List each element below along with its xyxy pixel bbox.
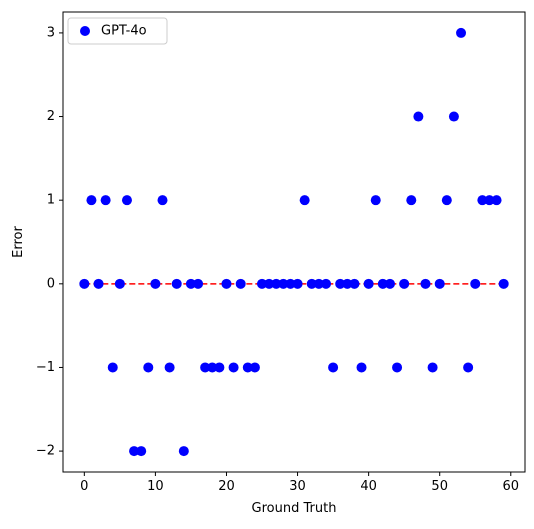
x-tick-label: 10: [147, 479, 164, 494]
data-point: [100, 195, 111, 206]
data-point: [185, 278, 196, 289]
data-point: [313, 278, 324, 289]
data-point: [143, 362, 154, 373]
data-point: [257, 278, 268, 289]
data-point: [86, 195, 97, 206]
data-point: [491, 195, 502, 206]
x-tick-label: 20: [218, 479, 235, 494]
data-point: [420, 278, 431, 289]
y-tick-label: 2: [47, 109, 55, 124]
data-point: [320, 278, 331, 289]
data-point: [249, 362, 260, 373]
data-point: [335, 278, 346, 289]
data-point: [484, 195, 495, 206]
data-point: [498, 278, 509, 289]
data-point: [200, 362, 211, 373]
data-point: [363, 278, 374, 289]
data-point: [292, 278, 303, 289]
data-point: [477, 195, 488, 206]
data-point: [114, 278, 125, 289]
data-point: [150, 278, 161, 289]
data-point: [164, 362, 175, 373]
data-point: [399, 278, 410, 289]
legend-label: GPT-4o: [101, 24, 147, 39]
x-axis-label: Ground Truth: [252, 501, 337, 516]
data-point: [228, 362, 239, 373]
data-point: [121, 195, 132, 206]
data-point: [406, 195, 417, 206]
data-point: [392, 362, 403, 373]
data-point: [79, 278, 90, 289]
data-point: [271, 278, 282, 289]
data-point: [214, 362, 225, 373]
data-point: [93, 278, 104, 289]
data-points-layer: [79, 27, 509, 457]
data-point: [235, 278, 246, 289]
y-axis-ticks: −2 −1 0 1 2 3: [36, 25, 63, 459]
x-tick-label: 40: [360, 479, 377, 494]
data-point: [434, 278, 445, 289]
y-tick-label: 1: [47, 193, 55, 208]
x-tick-label: 30: [289, 479, 306, 494]
data-point: [107, 362, 118, 373]
legend-marker: [80, 26, 90, 36]
legend: GPT-4o: [67, 17, 168, 45]
data-point: [207, 362, 218, 373]
data-point: [278, 278, 289, 289]
x-tick-label: 50: [431, 479, 448, 494]
legend-box: [67, 17, 168, 45]
x-tick-label: 60: [503, 479, 520, 494]
x-axis-ticks: 0 10 20 30 40 50 60: [80, 472, 519, 494]
data-point: [242, 362, 253, 373]
data-point: [370, 195, 381, 206]
data-point: [328, 362, 339, 373]
y-tick-label: −1: [36, 360, 55, 375]
data-point: [264, 278, 275, 289]
data-point: [221, 278, 232, 289]
data-point: [178, 446, 189, 457]
y-tick-label: 0: [47, 276, 55, 291]
data-point: [377, 278, 388, 289]
data-point: [342, 278, 353, 289]
data-point: [356, 362, 367, 373]
y-tick-label: −2: [36, 444, 55, 459]
data-point: [470, 278, 481, 289]
x-tick-label: 0: [80, 479, 88, 494]
data-point: [463, 362, 474, 373]
data-point: [193, 278, 204, 289]
data-point: [448, 111, 459, 122]
plot-frame: [62, 11, 526, 473]
data-point: [299, 195, 310, 206]
data-point: [441, 195, 452, 206]
data-point: [413, 111, 424, 122]
data-point: [157, 195, 168, 206]
data-point: [136, 446, 147, 457]
data-point: [384, 278, 395, 289]
data-point: [427, 362, 438, 373]
data-point: [456, 27, 467, 38]
data-point: [285, 278, 296, 289]
data-point: [306, 278, 317, 289]
data-point: [129, 446, 140, 457]
data-point: [349, 278, 360, 289]
y-axis-label: Error: [11, 226, 26, 258]
y-tick-label: 3: [47, 25, 55, 40]
data-point: [171, 278, 182, 289]
